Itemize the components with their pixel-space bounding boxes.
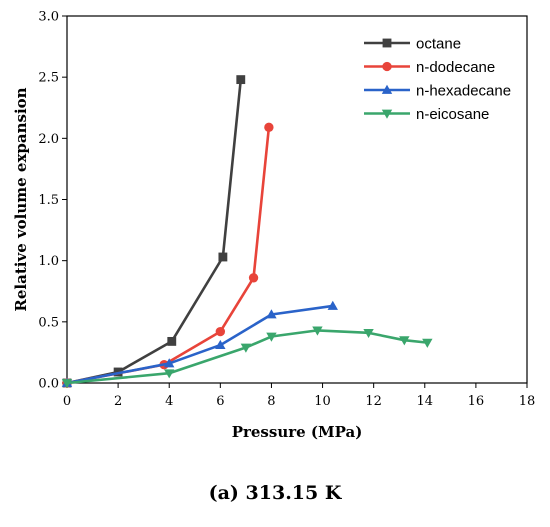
y-tick-label: 0.5	[38, 315, 59, 330]
data-point	[312, 326, 323, 336]
y-axis: 0.0 0.5 1.0 1.5 2.0 2.5 3.0	[38, 10, 67, 392]
data-point	[164, 369, 175, 379]
figure-caption: (a) 313.15 K	[208, 482, 342, 504]
x-tick-label: 14	[417, 394, 434, 409]
series-line	[66, 329, 428, 385]
data-point	[264, 122, 274, 133]
data-point	[363, 328, 374, 339]
legend-item: n-hexadecane	[364, 83, 511, 100]
legend-label: octane	[416, 36, 461, 53]
y-axis-title: Relative volume expansion	[12, 87, 30, 311]
x-tick-label: 10	[314, 394, 331, 409]
data-point	[248, 273, 259, 283]
data-point	[61, 379, 73, 389]
x-axis: 0 2 4 6 8 10 12 14 16 18	[63, 383, 535, 409]
legend-marker	[382, 38, 392, 48]
y-tick-label: 2.5	[38, 71, 59, 86]
data-point	[240, 343, 252, 353]
data-point	[167, 336, 177, 346]
x-tick-label: 16	[468, 394, 485, 409]
legend-item: n-dodecane	[364, 59, 495, 76]
legend-item: octane	[364, 36, 461, 53]
legend-label: n-dodecane	[416, 59, 495, 76]
legend-marker	[381, 84, 393, 94]
x-tick-label: 0	[63, 394, 71, 409]
data-point	[399, 336, 410, 346]
legend-marker	[381, 109, 393, 119]
data-point	[215, 339, 226, 349]
data-point	[422, 338, 433, 348]
x-tick-label: 2	[114, 394, 122, 409]
y-tick-label: 1.0	[38, 254, 59, 269]
y-tick-label: 3.0	[38, 10, 59, 25]
data-point	[327, 300, 338, 310]
legend: octane n-dodecane n-hexadecane n-eicosane	[364, 36, 511, 123]
y-tick-label: 1.5	[38, 193, 59, 208]
x-tick-label: 4	[165, 394, 173, 409]
data-point	[164, 358, 175, 368]
series-octane	[62, 75, 246, 388]
legend-marker	[382, 61, 392, 72]
data-point	[215, 326, 226, 337]
y-tick-label: 0.0	[38, 377, 59, 392]
data-point	[218, 252, 228, 262]
series-n-eicosane	[61, 326, 433, 389]
data-point	[266, 309, 277, 319]
data-point	[266, 332, 277, 342]
x-tick-label: 6	[216, 394, 224, 409]
x-tick-label: 18	[519, 394, 536, 409]
y-tick-label: 2.0	[38, 132, 59, 147]
legend-item: n-eicosane	[364, 106, 489, 123]
legend-label: n-hexadecane	[416, 83, 511, 100]
x-tick-label: 12	[365, 394, 382, 409]
data-point	[236, 75, 246, 85]
legend-label: n-eicosane	[416, 106, 489, 123]
x-axis-title: Pressure (MPa)	[232, 423, 363, 441]
x-tick-label: 8	[267, 394, 275, 409]
series-line	[66, 79, 243, 385]
series-layer	[61, 75, 433, 389]
